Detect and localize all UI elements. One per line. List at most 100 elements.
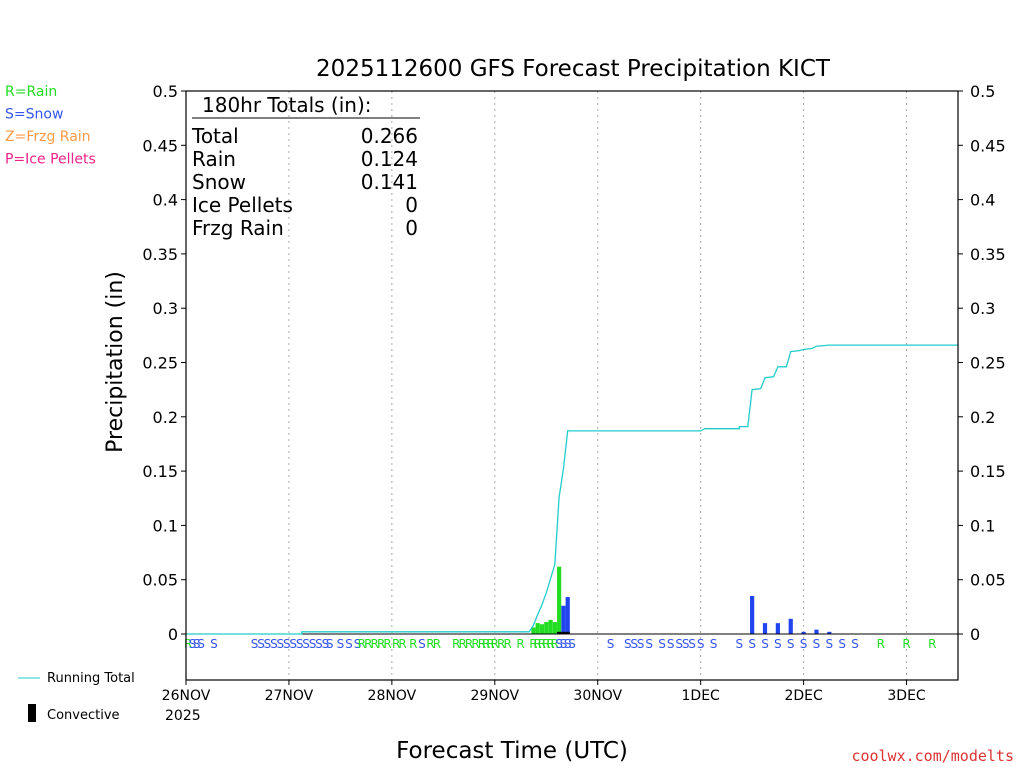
ptype-marker-s: S [197,637,205,651]
y-tick-label-right: 0.2 [970,408,995,427]
rain-bar [548,619,553,634]
y-tick-label-right: 0.35 [970,245,1006,264]
convective-bar [557,631,562,634]
rain-bar [557,566,562,634]
snow-bar [801,631,806,634]
y-tick-label-left: 0.4 [153,191,178,210]
rain-bar [535,623,540,634]
ptype-marker-r: R [364,637,372,651]
ptype-marker-r: R [409,637,417,651]
plot-border [185,90,959,681]
ptype-marker-s: S [774,637,782,651]
ptype-marker-s: S [309,637,317,651]
x-tick-label: 29NOV [470,688,519,704]
totals-row-value: 0.266 [361,124,418,148]
snow-bar [762,623,768,634]
totals-row-value: 0 [405,193,418,217]
ptype-marker-s: S [189,637,197,651]
ptype-marker-r: R [398,637,406,651]
ptype-marker-s: S [315,637,323,651]
convective-bar [565,631,570,634]
ptype-marker-s: S [658,637,666,651]
y-tick-label-left: 0.1 [153,516,178,535]
x-axis-label: Forecast Time (UTC) [396,738,628,764]
ptype-marker-s: S [682,637,690,651]
ptype-marker-s: S [813,637,821,651]
ptype-marker-s: S [735,637,743,651]
ptype-marker-r: R [377,637,385,651]
rain-bar [544,622,549,634]
y-tick-label-right: 0.25 [970,354,1006,373]
x-tick-label: 1DEC [682,688,721,704]
ptype-marker-r: R [542,637,550,651]
ptype-marker-s: S [645,637,653,651]
x-tick-label: 26NOV [162,688,211,704]
ptype-marker-s: S [354,637,362,651]
x-tick-label: 3DEC [887,688,926,704]
ptype-marker-s: S [710,637,718,651]
ptype-marker-s: S [210,637,218,651]
ptype-marker-r: R [371,637,379,651]
ptype-marker-s: S [322,637,330,651]
ptype-marker-s: S [277,637,285,651]
y-tick-label-left: 0.15 [142,462,178,481]
legend-entry: P=Ice Pellets [5,152,96,168]
ptype-marker-s: S [697,637,705,651]
totals-row-label: Ice Pellets [192,193,293,217]
snow-bar [775,623,780,634]
ptype-marker-r: R [503,637,511,651]
rain-bar [552,622,557,634]
ptype-marker-s: S [851,637,859,651]
y-tick-label-right: 0 [970,625,980,644]
y-tick-label-right: 0.05 [970,571,1006,590]
running-total-line [186,344,958,635]
snow-bar [827,631,832,634]
y-tick-label-right: 0.45 [970,136,1006,155]
ptype-marker-r: R [497,637,505,651]
chart-title: 2025112600 GFS Forecast Precipitation KI… [316,56,831,82]
ptype-marker-r: R [452,637,460,651]
ptype-marker-r: R [358,637,366,651]
snow-bar [750,595,755,634]
y-tick-label-left: 0.45 [142,136,178,155]
totals-row-label: Total [191,124,239,148]
gridlines [288,91,908,680]
snow-bar [565,597,570,634]
y-tick-label-right: 0.1 [970,516,995,535]
precip-type-legend: R=Rain S=Snow Z=Frzg Rain P=Ice Pellets [5,84,96,168]
site-credit[interactable]: coolwx.com/modelts [851,747,1014,765]
ptype-marker-s: S [688,637,696,651]
precip-bars [531,566,832,634]
x-tick-label: 27NOV [265,688,314,704]
totals-row-label: Frzg Rain [192,216,284,240]
y-tick-label-left: 0.05 [142,571,178,590]
year-label: 2025 [165,708,201,724]
totals-box: 180hr Totals (in): Total 0.266 Rain 0.124 Sn… [191,93,420,240]
convective-bar [561,631,566,634]
ptype-marker-r: R [902,637,910,651]
totals-rows: Total 0.266 Rain 0.124 Snow 0.141 Ice Pellets 0… [191,124,418,240]
x-tick-label: 28NOV [368,688,417,704]
totals-row-value: 0.141 [361,170,418,194]
y-tick-label-right: 0.5 [970,82,995,101]
ptype-marker-r: R [184,637,192,651]
y-tick-label-left: 0.3 [153,299,178,318]
ptype-marker-r: R [551,637,559,651]
ptype-marker-r: R [546,637,554,651]
snow-bar [788,618,793,634]
ptype-marker-r: R [458,637,466,651]
totals-row-label: Rain [192,147,236,171]
ptype-marker-r: R [486,637,494,651]
y-tick-label-left: 0.2 [153,408,178,427]
ptype-marker-r: R [426,637,434,651]
ptype-marker-s: S [296,637,304,651]
rain-bar [531,627,536,634]
y-tick-label-right: 0.3 [970,299,995,318]
y-tick-label-left: 0.5 [153,82,178,101]
ptype-marker-r: R [471,637,479,651]
ptype-marker-s: S [283,637,291,651]
totals-row-label: Snow [192,170,246,194]
ptype-marker-s: S [270,637,278,651]
ptype-marker-s: S [345,637,353,651]
